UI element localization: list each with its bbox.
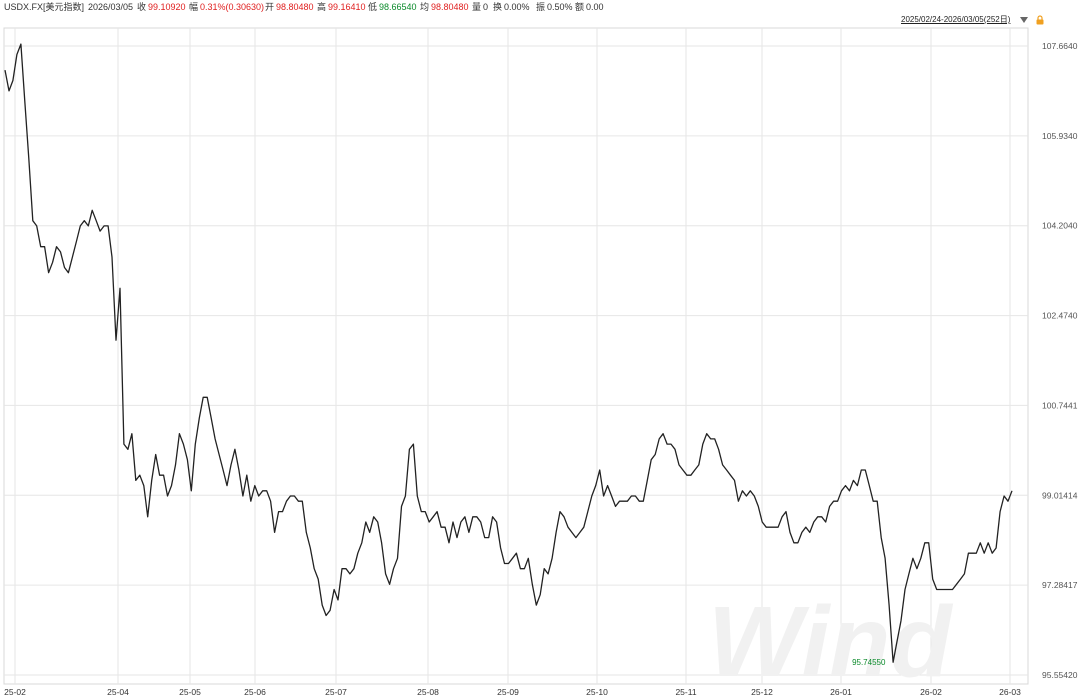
close-value: 99.10920 <box>148 2 186 12</box>
amount-label: 额 <box>575 2 585 12</box>
x-tick-label: 25-05 <box>179 687 201 697</box>
wind-watermark: Wind <box>708 586 953 698</box>
close-label: 收 <box>137 2 147 12</box>
x-tick-label: 25-04 <box>107 687 129 697</box>
x-tick-label: 25-12 <box>751 687 773 697</box>
series-line <box>4 43 1013 663</box>
x-tick-label: 25-02 <box>4 687 26 697</box>
x-tick-label: 25-09 <box>497 687 519 697</box>
avg-value: 98.80480 <box>431 2 469 12</box>
open-value: 98.80480 <box>276 2 314 12</box>
y-tick-label: 107.6640 <box>1042 41 1078 51</box>
amplitude-value: 0.50% <box>547 2 573 12</box>
change-value: 0.31%(0.30630) <box>200 2 265 12</box>
open-label: 开 <box>265 2 275 12</box>
quote-date: 2026/03/05 <box>88 2 134 12</box>
x-tick-label: 25-07 <box>325 687 347 697</box>
min-marker-label: 95.74550 <box>852 658 886 667</box>
x-tick-label: 26-02 <box>920 687 942 697</box>
y-axis: 107.6640 105.9340 104.2040 102.4740 100.7441… <box>1042 41 1078 680</box>
x-tick-label: 25-06 <box>244 687 266 697</box>
high-label: 高 <box>317 2 327 12</box>
y-tick-label: 105.9340 <box>1042 131 1078 141</box>
turnover-value: 0.00% <box>504 2 530 12</box>
y-tick-label: 104.2040 <box>1042 221 1078 231</box>
turnover-label: 换 <box>493 2 503 12</box>
low-label: 低 <box>368 2 378 12</box>
symbol-name[interactable]: USDX.FX[美元指数] <box>4 2 85 12</box>
x-tick-label: 25-11 <box>675 687 696 697</box>
y-tick-label: 95.55420 <box>1042 670 1078 680</box>
low-value: 98.66540 <box>379 2 417 12</box>
x-tick-label: 25-08 <box>417 687 439 697</box>
amplitude-label: 振 <box>536 2 546 12</box>
y-tick-label: 100.7441 <box>1042 400 1078 410</box>
y-tick-label: 97.28417 <box>1042 580 1078 590</box>
chart-grid <box>3 27 1029 685</box>
lock-icon[interactable] <box>1035 15 1045 25</box>
date-range-selector[interactable]: 2025/02/24-2026/03/05(252日) <box>901 15 1011 24</box>
y-tick-label: 99.01414 <box>1042 490 1078 500</box>
x-tick-label: 26-03 <box>999 687 1021 697</box>
high-value: 99.16410 <box>328 2 366 12</box>
triangle-down-icon[interactable] <box>1020 17 1028 23</box>
avg-label: 均 <box>420 2 430 12</box>
x-tick-label: 26-01 <box>830 687 852 697</box>
amount-value: 0.00 <box>586 2 604 12</box>
change-label: 幅 <box>189 2 199 12</box>
quote-info-bar: USDX.FX[美元指数] 2026/03/05 收 99.10920 幅 0.… <box>0 0 1080 14</box>
volume-label: 量 <box>472 2 482 12</box>
volume-value: 0 <box>483 2 489 12</box>
y-tick-label: 102.4740 <box>1042 311 1078 321</box>
plot-frame <box>3 27 1029 685</box>
x-tick-label: 25-10 <box>586 687 608 697</box>
x-axis: 25-02 25-04 25-05 25-06 25-07 25-08 25-09 25-10… <box>4 687 1021 697</box>
